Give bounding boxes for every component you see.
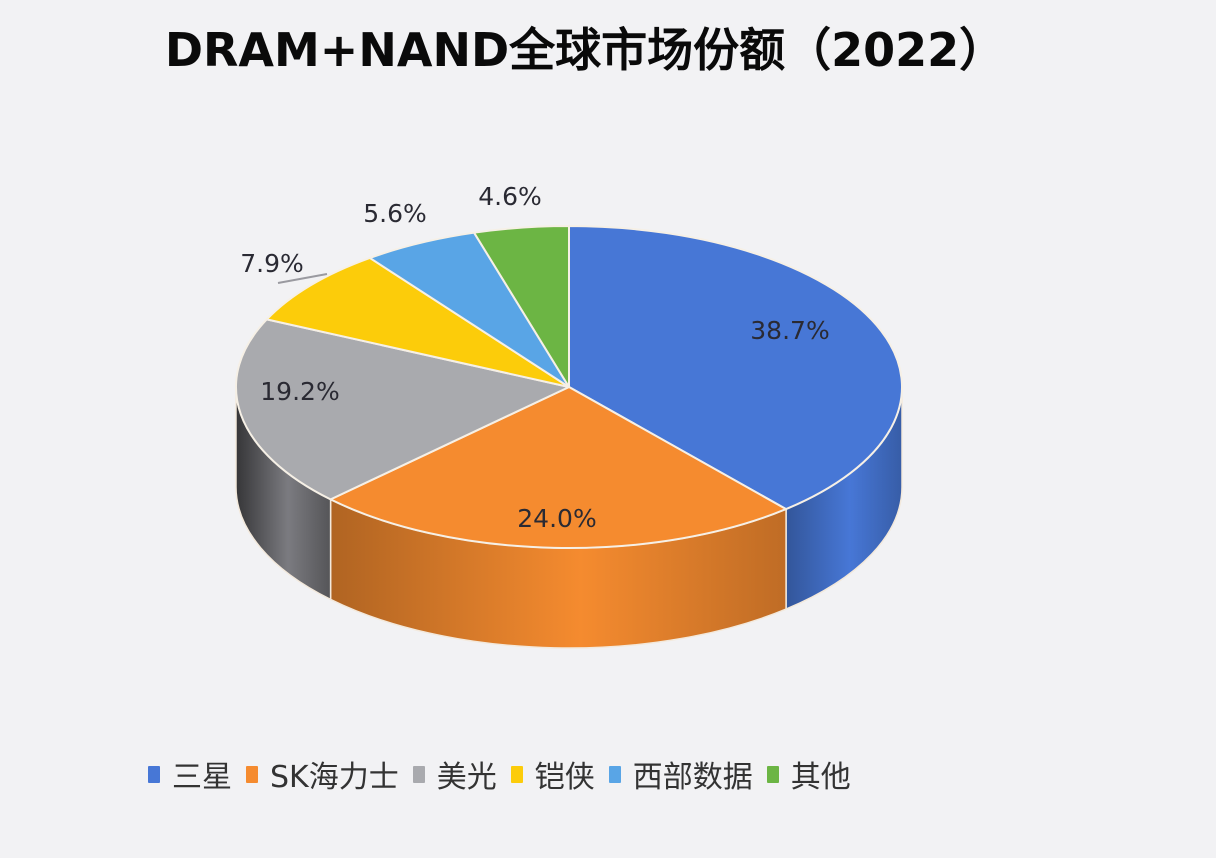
pie-slice-1	[329, 386, 788, 550]
data-label-4: 5.6%	[363, 199, 427, 228]
leader-line	[277, 273, 328, 284]
legend-label: SK海力士	[270, 760, 399, 795]
data-label-5: 4.6%	[478, 182, 542, 211]
legend-item-kioxia: 铠侠	[510, 752, 595, 796]
legend-label: 其他	[790, 760, 851, 795]
legend-swatch-icon	[766, 765, 779, 783]
pie-slice-0	[568, 225, 903, 511]
pie-slice-3	[265, 256, 570, 388]
legend: 三星 SK海力士 美光 铠侠 西部数据 其他	[148, 752, 865, 796]
legend-label: 铠侠	[534, 760, 595, 795]
data-label-1: 24.0%	[517, 504, 596, 533]
pie-top-faces	[235, 225, 903, 550]
chart-title: DRAM+NAND全球市场份额（2022）	[164, 23, 1006, 77]
legend-item-others: 其他	[766, 752, 851, 796]
legend-label: 西部数据	[632, 760, 753, 795]
data-label-0: 38.7%	[750, 316, 829, 345]
legend-item-western-digital: 西部数据	[608, 752, 753, 796]
legend-swatch-icon	[412, 765, 425, 783]
legend-item-samsung: 三星	[148, 752, 232, 796]
pie-slice-2	[235, 318, 570, 501]
legend-swatch-icon	[608, 765, 621, 783]
legend-label: 美光	[436, 760, 497, 795]
legend-swatch-icon	[246, 765, 258, 783]
pie-slice-5	[473, 225, 570, 388]
data-label-3: 7.9%	[240, 249, 304, 278]
legend-swatch-icon	[510, 765, 523, 783]
data-labels: 38.7% 24.0% 19.2% 7.9% 5.6% 4.6%	[240, 182, 829, 533]
legend-item-sk-hynix: SK海力士	[246, 752, 399, 796]
data-label-2: 19.2%	[260, 377, 339, 406]
legend-item-micron: 美光	[412, 752, 497, 796]
legend-swatch-icon	[148, 765, 160, 783]
legend-label: 三星	[172, 760, 232, 795]
